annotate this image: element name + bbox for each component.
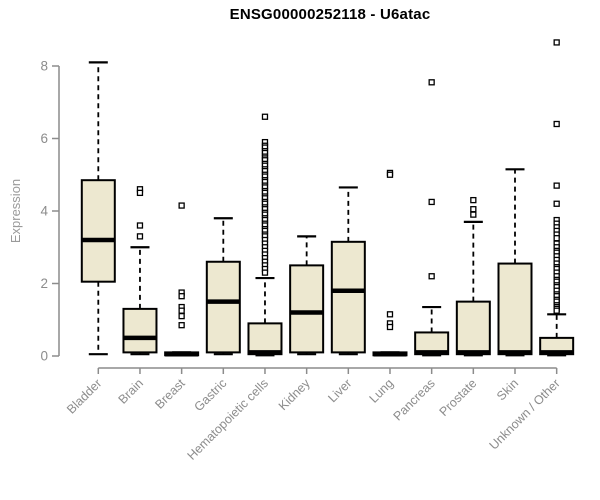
- category-label: Breast: [152, 376, 188, 412]
- iqr-box: [497, 262, 533, 356]
- boxplot-skin: [497, 168, 533, 357]
- iqr-box: [205, 260, 241, 354]
- category-label: Kidney: [276, 376, 313, 413]
- category-label: Pancreas: [391, 376, 438, 423]
- outlier-point: [553, 307, 560, 314]
- boxplot-kidney: [289, 235, 325, 356]
- iqr-box: [289, 264, 325, 354]
- outlier-point: [470, 206, 477, 213]
- boxplot-hematopoietic-cells: [247, 113, 283, 357]
- outlier-point: [553, 200, 560, 207]
- outlier-point: [178, 293, 185, 300]
- outlier-point: [178, 322, 185, 329]
- y-tick-label: 8: [40, 59, 48, 74]
- category-label: Prostate: [437, 376, 480, 419]
- boxplot-brain: [122, 186, 158, 356]
- iqr-box: [80, 179, 116, 283]
- boxplot-prostate: [455, 196, 491, 357]
- outlier-point: [136, 233, 144, 240]
- outlier-point: [553, 39, 560, 46]
- boxplot-lung: [372, 169, 408, 357]
- outlier-point: [261, 113, 269, 120]
- category-label: Bladder: [64, 376, 104, 416]
- category-label: Hematopoietic cells: [185, 376, 272, 463]
- outlier-point: [386, 323, 394, 331]
- outlier-point: [136, 189, 144, 197]
- boxplot-bladder: [80, 61, 116, 356]
- y-tick-label: 4: [40, 204, 48, 219]
- outlier-point: [470, 196, 477, 204]
- category-label: Unknown / Other: [487, 376, 563, 452]
- outlier-point: [261, 269, 269, 276]
- iqr-box: [455, 300, 491, 356]
- y-axis: 0 2 4 6 8: [40, 59, 60, 364]
- iqr-box: [247, 322, 283, 356]
- boxplot-unknown-other: [539, 39, 575, 357]
- y-tick-label: 6: [40, 131, 48, 146]
- outlier-point: [386, 311, 394, 318]
- outlier-point: [553, 235, 560, 242]
- y-tick-label: 2: [40, 276, 48, 291]
- boxplot-liver: [330, 186, 366, 356]
- outlier-point: [178, 312, 185, 320]
- iqr-box: [122, 307, 158, 354]
- outlier-point: [386, 171, 394, 178]
- boxplot-breast: [164, 202, 200, 357]
- outlier-point: [428, 198, 435, 206]
- y-tick-label: 0: [40, 349, 48, 364]
- category-label: Gastric: [192, 376, 230, 414]
- category-label: Brain: [116, 376, 147, 407]
- outlier-point: [553, 182, 560, 189]
- boxplot-gastric: [205, 217, 241, 356]
- category-label: Skin: [494, 376, 521, 403]
- outlier-point: [470, 211, 477, 218]
- outlier-point: [136, 222, 144, 229]
- category-label: Liver: [325, 376, 354, 405]
- chart-title: ENSG00000252118 - U6atac: [229, 6, 431, 23]
- outlier-point: [178, 202, 185, 209]
- outlier-point: [553, 120, 560, 128]
- outlier-point: [428, 273, 435, 280]
- boxplot-pancreas: [414, 79, 450, 357]
- outlier-point: [428, 79, 435, 86]
- outlier-point: [178, 307, 185, 314]
- iqr-box: [330, 240, 366, 354]
- category-label: Lung: [367, 376, 397, 406]
